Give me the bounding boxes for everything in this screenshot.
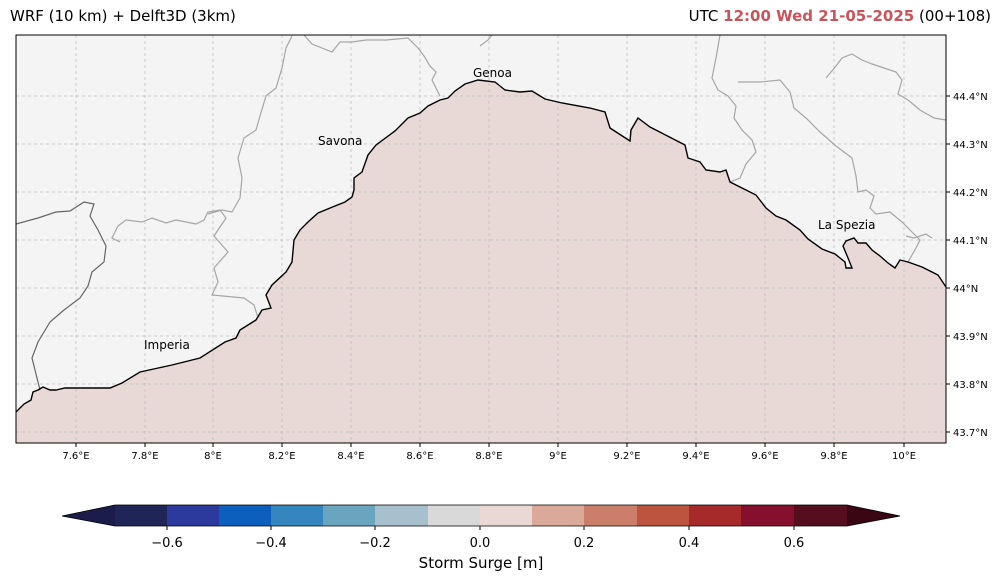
lon-label: 9°E xyxy=(549,451,567,462)
lat-label: 43.9°N xyxy=(953,332,988,343)
lon-label: 10°E xyxy=(892,451,916,462)
colorbar-bin xyxy=(219,505,272,526)
colorbar-bin xyxy=(637,505,690,526)
lon-tick-marks xyxy=(75,443,905,447)
city-savona: Savona xyxy=(318,134,362,148)
map-frame xyxy=(15,34,947,444)
lon-label: 9.8°E xyxy=(820,451,847,462)
city-la-spezia: La Spezia xyxy=(818,218,875,232)
utc-label: UTC xyxy=(688,7,719,25)
lat-label: 43.7°N xyxy=(953,428,988,439)
lon-label: 9.2°E xyxy=(613,451,640,462)
city-imperia: Imperia xyxy=(144,338,190,352)
graticule xyxy=(16,35,946,443)
forecast-datetime: 12:00 Wed 21-05-2025 xyxy=(723,7,915,25)
colorbar-extend-high xyxy=(847,505,900,526)
colorbar-bin xyxy=(532,505,585,526)
colorbar-tick-label: 0.0 xyxy=(470,536,491,551)
colorbar-tick-label: −0.6 xyxy=(151,536,183,551)
colorbar-bin xyxy=(584,505,637,526)
colorbar: −0.6 −0.4 −0.2 0.0 0.2 0.4 0.6 Storm Sur… xyxy=(61,504,901,572)
lon-label: 8.8°E xyxy=(475,451,502,462)
city-genoa: Genoa xyxy=(473,66,512,80)
sea-surge-field xyxy=(16,80,946,443)
colorbar-bin xyxy=(167,505,220,526)
colorbar-tick-label: −0.4 xyxy=(255,536,287,551)
colorbar-tick-label: 0.2 xyxy=(574,536,595,551)
national-border xyxy=(16,201,107,391)
colorbar-bin xyxy=(323,505,376,526)
colorbar-tick-label: 0.6 xyxy=(784,536,805,551)
colorbar-bin xyxy=(741,505,794,526)
lat-label: 44.4°N xyxy=(953,92,988,103)
lon-label: 8.4°E xyxy=(337,451,364,462)
lon-label: 7.6°E xyxy=(62,451,89,462)
lon-label: 9.6°E xyxy=(751,451,778,462)
lon-label: 9.4°E xyxy=(682,451,709,462)
lat-tick-marks xyxy=(946,95,950,433)
colorbar-bin xyxy=(375,505,428,526)
colorbar-bin xyxy=(794,505,847,526)
lat-label: 44.3°N xyxy=(953,140,988,151)
regional-borders xyxy=(111,35,946,319)
colorbar-bin xyxy=(428,505,481,526)
valid-time: UTC 12:00 Wed 21-05-2025 (00+108) xyxy=(689,7,991,25)
map-title: WRF (10 km) + Delft3D (3km) xyxy=(10,7,236,25)
lon-label: 8.6°E xyxy=(406,451,433,462)
colorbar-outline xyxy=(61,504,901,527)
colorbar-bin xyxy=(480,505,533,526)
lead-time: (00+108) xyxy=(919,7,991,25)
lat-label: 44.2°N xyxy=(953,188,988,199)
lat-label: 44.1°N xyxy=(953,236,988,247)
lon-label: 7.8°E xyxy=(131,451,158,462)
colorbar-label: Storm Surge [m] xyxy=(419,554,544,572)
lat-label: 44°N xyxy=(953,284,978,295)
colorbar-bin xyxy=(271,505,324,526)
coastline xyxy=(16,79,946,413)
lon-label: 8°E xyxy=(204,451,222,462)
colorbar-extend-low xyxy=(62,505,115,526)
colorbar-bin xyxy=(689,505,742,526)
colorbar-tick-label: 0.4 xyxy=(679,536,700,551)
lon-label: 8.2°E xyxy=(268,451,295,462)
colorbar-bin xyxy=(115,505,168,526)
colorbar-tick-label: −0.2 xyxy=(359,536,391,551)
lat-label: 43.8°N xyxy=(953,380,988,391)
